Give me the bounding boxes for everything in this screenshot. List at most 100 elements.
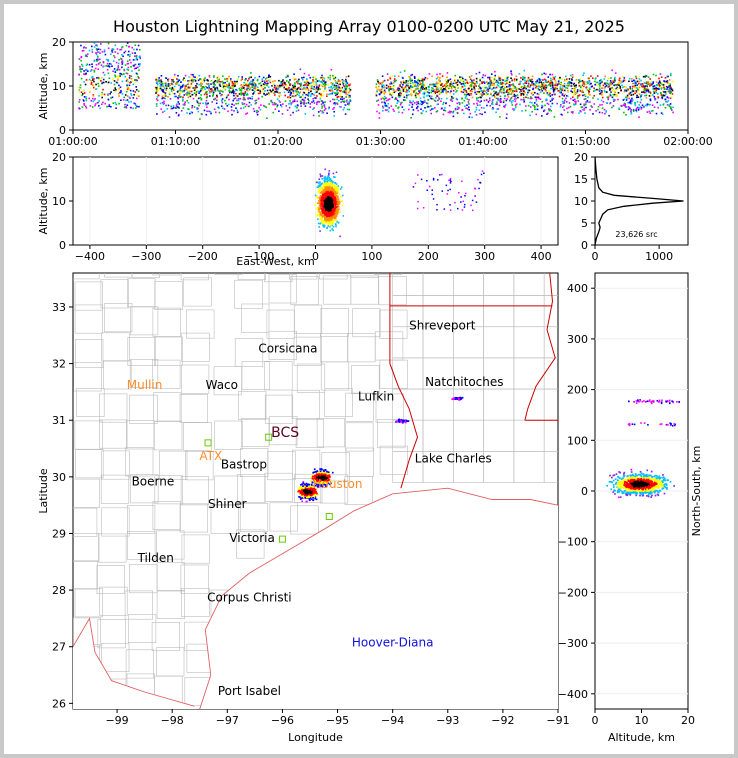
source-point xyxy=(566,107,568,110)
source-point xyxy=(545,81,547,83)
source-point xyxy=(504,91,506,94)
source-point xyxy=(124,75,127,78)
source-point xyxy=(430,95,433,98)
source-point xyxy=(506,78,509,81)
source-point xyxy=(539,86,542,88)
source-point xyxy=(214,84,216,86)
source-point xyxy=(656,96,659,98)
source-point xyxy=(647,82,649,84)
source-point xyxy=(664,107,667,109)
source-point xyxy=(408,76,410,78)
source-point xyxy=(322,224,324,226)
source-point xyxy=(327,223,329,225)
source-point xyxy=(449,91,452,94)
source-point xyxy=(525,105,527,107)
source-point xyxy=(510,72,513,74)
source-point xyxy=(524,77,526,80)
source-point xyxy=(286,89,289,91)
source-point xyxy=(251,83,253,85)
source-point xyxy=(446,82,448,84)
source-point xyxy=(513,86,516,88)
source-point xyxy=(545,93,548,95)
source-point xyxy=(225,96,228,99)
source-point xyxy=(638,116,640,118)
source-point xyxy=(173,92,176,95)
source-point xyxy=(572,111,574,113)
source-point xyxy=(380,90,383,93)
source-point xyxy=(95,88,98,90)
source-point xyxy=(222,86,225,89)
source-point xyxy=(172,92,174,95)
source-point xyxy=(489,83,492,85)
source-point xyxy=(218,80,220,83)
source-point xyxy=(599,82,602,85)
source-point xyxy=(134,55,136,57)
source-point xyxy=(535,113,538,116)
source-point xyxy=(551,97,553,100)
source-point xyxy=(480,90,482,92)
source-point xyxy=(241,78,243,80)
source-point xyxy=(652,82,654,85)
source-point xyxy=(539,91,542,94)
source-point xyxy=(303,84,305,87)
source-point xyxy=(424,76,427,79)
source-point xyxy=(484,87,487,89)
source-point xyxy=(299,83,301,85)
source-point xyxy=(523,87,525,89)
source-point xyxy=(294,84,296,86)
source-point xyxy=(200,85,202,87)
source-point xyxy=(264,105,266,108)
source-point xyxy=(321,112,324,114)
source-point xyxy=(624,104,626,107)
source-point xyxy=(450,81,452,83)
source-point xyxy=(436,76,439,79)
source-point xyxy=(324,185,327,187)
source-point xyxy=(489,105,492,107)
source-point xyxy=(664,77,667,79)
source-point xyxy=(294,78,297,80)
source-point xyxy=(410,85,412,87)
source-point xyxy=(571,88,574,91)
source-point xyxy=(113,60,115,62)
source-point xyxy=(588,87,591,89)
source-point xyxy=(266,93,268,95)
source-point xyxy=(441,107,443,110)
source-point xyxy=(236,80,238,83)
source-point xyxy=(442,88,444,91)
source-point xyxy=(396,89,399,91)
source-point xyxy=(83,73,85,75)
source-point xyxy=(562,84,564,87)
source-point xyxy=(563,109,566,111)
source-point xyxy=(346,93,348,96)
source-point xyxy=(256,79,259,82)
source-point xyxy=(216,96,218,98)
source-point xyxy=(633,85,635,88)
source-point xyxy=(499,116,501,118)
source-point xyxy=(627,96,630,99)
source-point xyxy=(404,99,406,101)
source-point xyxy=(488,76,491,79)
source-point xyxy=(611,86,613,89)
source-point xyxy=(296,87,299,90)
source-point xyxy=(534,102,536,104)
source-point xyxy=(600,78,602,81)
source-point xyxy=(614,76,616,79)
source-point xyxy=(435,110,438,113)
source-point xyxy=(598,111,601,114)
source-point xyxy=(408,90,411,93)
source-point xyxy=(319,88,321,90)
source-point xyxy=(315,82,318,84)
source-point xyxy=(559,88,562,90)
source-point xyxy=(317,218,319,220)
source-point xyxy=(335,183,338,185)
source-point xyxy=(117,65,120,67)
source-point xyxy=(126,42,129,44)
source-point xyxy=(159,80,162,83)
source-point xyxy=(415,88,417,90)
source-point xyxy=(278,100,280,102)
source-point xyxy=(384,103,386,106)
source-point xyxy=(139,48,141,51)
source-point xyxy=(613,81,615,83)
source-point xyxy=(420,87,423,89)
source-point xyxy=(511,104,514,106)
